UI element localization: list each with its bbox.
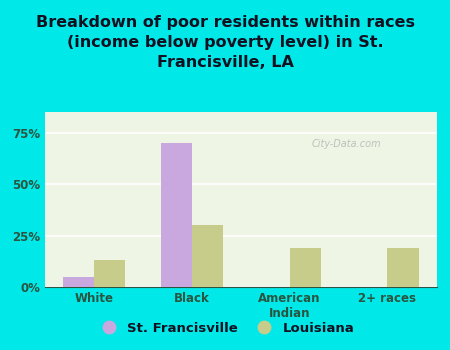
Bar: [290, 248, 321, 287]
Bar: [192, 225, 223, 287]
Bar: [161, 143, 192, 287]
Bar: [63, 277, 94, 287]
Text: City-Data.com: City-Data.com: [311, 139, 381, 148]
Legend: St. Francisville, Louisiana: St. Francisville, Louisiana: [90, 316, 360, 340]
Bar: [387, 248, 418, 287]
Bar: [94, 260, 126, 287]
Text: Breakdown of poor residents within races
(income below poverty level) in St.
Fra: Breakdown of poor residents within races…: [36, 15, 414, 70]
